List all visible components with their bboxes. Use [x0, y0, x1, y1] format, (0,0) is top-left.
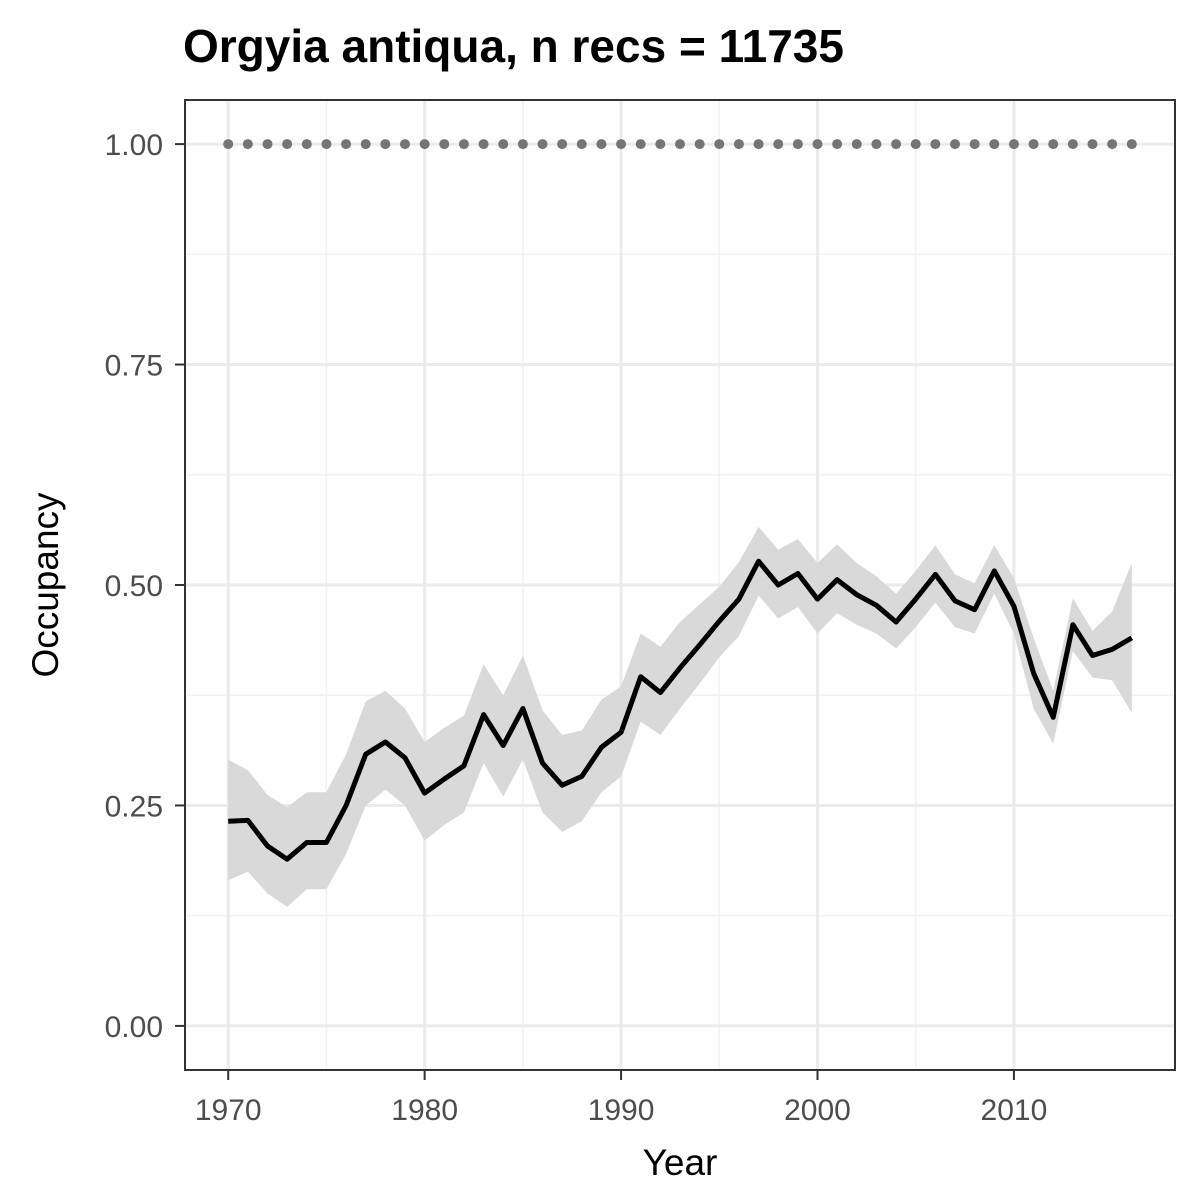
reference-point [282, 139, 293, 150]
reference-point [262, 139, 273, 150]
reference-point [675, 139, 685, 150]
occupancy-line [228, 558, 1134, 862]
reference-point [498, 139, 509, 150]
reference-point [478, 139, 489, 150]
reference-point [792, 139, 803, 150]
reference-point [910, 139, 921, 150]
y-tick-label: 0.50 [105, 570, 163, 603]
x-axis-title: Year [643, 1142, 718, 1183]
reference-point [1008, 139, 1019, 150]
reference-point [1087, 139, 1098, 150]
reference-point [616, 139, 627, 150]
x-tick-label: 1970 [195, 1094, 262, 1127]
y-tick-label: 0.25 [105, 790, 163, 823]
y-tick-label: 0.00 [105, 1011, 163, 1044]
reference-point [517, 139, 528, 150]
x-tick-label: 2000 [784, 1094, 851, 1127]
reference-point [635, 139, 646, 150]
reference-point [537, 139, 548, 150]
reference-points-layer [223, 139, 1137, 150]
reference-point [1107, 139, 1118, 150]
reference-point [360, 139, 371, 150]
reference-point [812, 139, 823, 150]
reference-point [733, 139, 744, 150]
reference-point [714, 139, 725, 150]
reference-point [1126, 139, 1137, 150]
reference-point [851, 139, 862, 150]
reference-point [753, 139, 764, 150]
y-axis-title: Occupancy [25, 492, 66, 678]
reference-point [301, 139, 312, 150]
y-axis: 0.00 0.25 0.50 0.75 1.00 [105, 129, 185, 1044]
occupancy-line-layer [228, 558, 1134, 862]
reference-point [871, 139, 882, 150]
reference-point [1048, 139, 1059, 150]
reference-point [380, 139, 391, 150]
reference-point [969, 139, 980, 150]
plot-panel [184, 99, 1176, 1071]
reference-point [596, 139, 607, 150]
reference-point [694, 139, 705, 150]
reference-point [439, 139, 450, 150]
reference-point [655, 139, 666, 150]
grid-lines [185, 100, 1175, 1070]
reference-point [576, 139, 587, 150]
reference-point [950, 139, 960, 150]
reference-point [223, 139, 234, 150]
reference-point [242, 139, 253, 150]
reference-point [989, 139, 1000, 150]
reference-point [419, 139, 430, 150]
reference-point [1067, 139, 1078, 150]
reference-point [891, 139, 902, 150]
x-tick-label: 1980 [391, 1094, 458, 1127]
chart-title: Orgyia antiqua, n recs = 11735 [183, 20, 844, 72]
confidence-ribbon-layer [228, 526, 1132, 907]
x-axis: 1970 1980 1990 2000 2010 [195, 1070, 1047, 1127]
x-tick-label: 2010 [981, 1094, 1048, 1127]
reference-point [1028, 139, 1039, 150]
y-tick-label: 1.00 [105, 129, 163, 162]
reference-point [930, 139, 941, 150]
x-tick-label: 1990 [588, 1094, 655, 1127]
reference-point [832, 139, 843, 150]
reference-point [458, 139, 469, 150]
reference-point [400, 139, 410, 150]
confidence-ribbon [228, 526, 1132, 907]
y-tick-label: 0.75 [105, 350, 163, 383]
reference-point [341, 139, 352, 150]
reference-point [773, 139, 784, 150]
reference-point [557, 139, 568, 150]
reference-point [321, 139, 332, 150]
